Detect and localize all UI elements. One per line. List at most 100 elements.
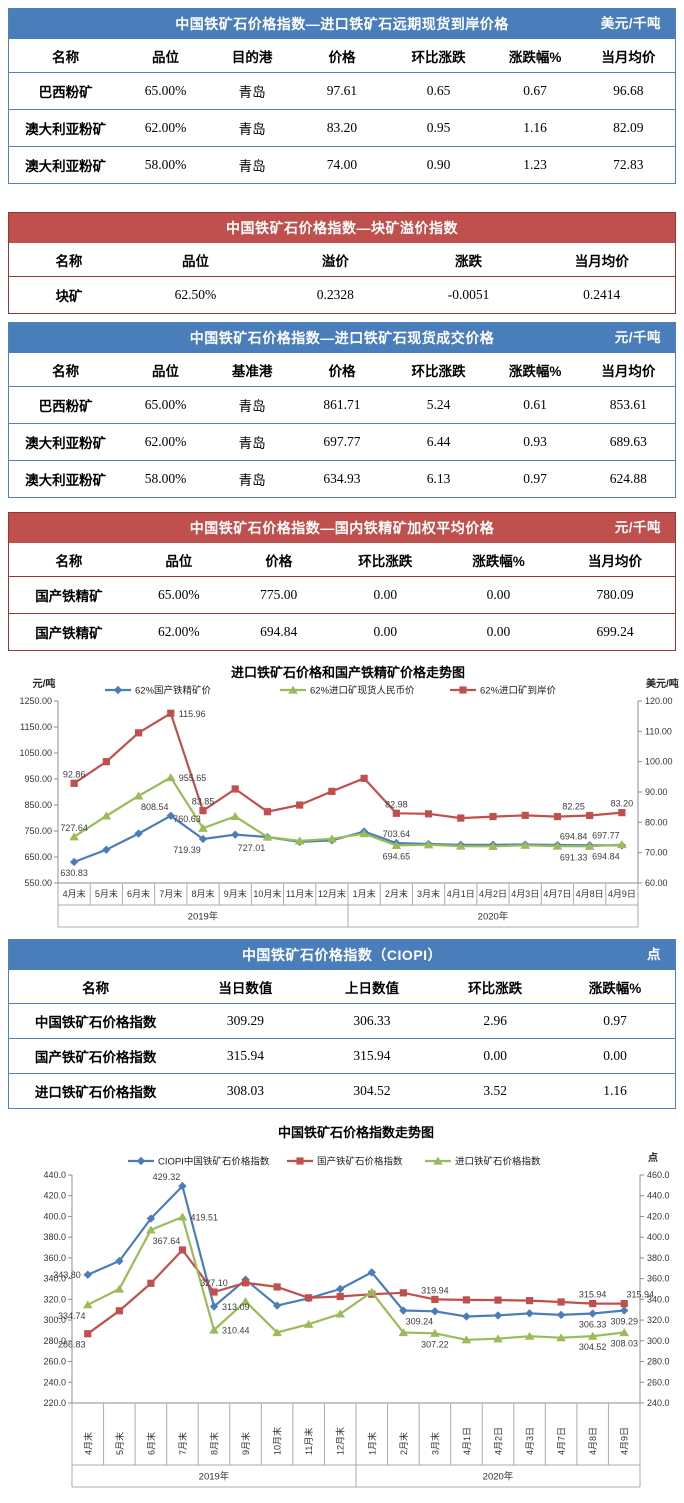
triangle-marker-icon [133,791,144,800]
value-cell: 3.52 [483,1083,507,1098]
column-header: 环比涨跌 [411,363,466,379]
column-header: 品位 [152,363,179,379]
x-axis-category-label: 1月末 [353,888,376,899]
x-axis-year-label: 2020年 [483,1471,514,1483]
triangle-marker-icon [69,832,79,841]
triangle-marker-icon [556,1333,566,1342]
right-axis-tick-label: 100.00 [645,757,673,767]
column-header: 名称 [52,49,80,65]
triangle-marker-icon [366,1287,377,1296]
square-marker-icon [210,1288,218,1296]
diamond-marker-icon [588,1309,597,1318]
legend-item-label: 62%国产铁精矿价 [135,685,212,697]
column-header: 环比涨跌 [411,49,466,65]
data-point-label: 727.64 [60,823,88,833]
triangle-marker-icon [391,840,402,849]
left-axis-tick-label: 300.0 [43,1315,66,1325]
table-row: 国产铁精矿 62.00% 694.84 0.00 0.00 699.24 [9,614,675,651]
chart-ciopi-index-trend: 中国铁矿石价格指数走势图点 220.0 240.0 260.0 280.0 300.0 32… [0,1119,684,1493]
data-point-label: 343.80 [53,1270,81,1280]
triangle-marker-icon [520,840,531,849]
value-cell: 58.00% [144,157,187,172]
value-cell: 83.20 [326,120,358,135]
value-cell: 0.67 [523,83,547,98]
triangle-marker-icon [430,1328,440,1337]
data-point-label: 83.85 [192,797,215,807]
x-axis-category-label: 2月末 [398,1432,409,1455]
table-title: 中国铁矿石价格指数—块矿溢价指数 [226,220,458,236]
x-axis-category-label: 4月8日 [576,889,604,899]
right-axis-tick-label: 60.00 [645,878,668,888]
value-cell: 697.77 [323,434,361,449]
x-axis-category-label: 7月末 [159,888,182,899]
square-marker-icon [263,808,272,816]
data-point-label: 760.63 [173,814,201,824]
column-header: 品位 [181,253,209,269]
legend-item-label: 62%进口矿现货人民币价 [310,685,415,697]
right-axis-tick-label: 440.0 [647,1191,670,1201]
value-cell: 0.93 [523,434,547,449]
right-axis-tick-label: 320.0 [647,1315,670,1325]
table-lump-premium: 中国铁矿石价格指数—块矿溢价指数 名称 品位 溢价 涨跌 当月均价 块矿 62.50% 0.2… [8,212,676,314]
data-table: 名称 品位 基准港 价格 环比涨跌 涨跌幅% 当月均价 巴西粉矿 65.00% 青岛 861.71 5… [9,353,675,497]
table-title-bar: 中国铁矿石价格指数—块矿溢价指数 [9,213,675,243]
triangle-marker-icon [198,823,208,832]
diamond-marker-icon [69,857,79,867]
square-marker-icon [489,812,497,821]
value-cell: 315.94 [226,1048,264,1063]
x-axis-category-label: 4月末 [63,888,86,899]
square-marker-icon [424,810,433,818]
left-axis-tick-label: 650.00 [24,852,52,862]
triangle-marker-icon [335,1309,346,1318]
square-marker-icon [457,814,465,822]
value-cell: 5.24 [426,397,451,412]
chart-import-vs-domestic-price-trend: 进口铁矿石价格和国产铁精矿价格走势图 元/吨 美元/吨 550.00 650.00 750… [0,661,684,933]
x-axis-category-label: 1月末 [366,1432,377,1455]
data-table: 名称 当日数值 上日数值 环比涨跌 涨跌幅% 中国铁矿石价格指数 309.29 306.33 2… [9,970,675,1108]
data-point-label: 703.64 [383,829,411,839]
data-point-label: 808.54 [141,802,169,812]
x-axis-year-label: 2020年 [478,911,509,923]
value-cell: 1.23 [523,157,547,172]
triangle-marker-icon [398,1328,409,1337]
table-title-bar: 中国铁矿石价格指数—进口铁矿石远期现货到岸价格 美元/千吨 [9,9,675,39]
chart-series [69,773,627,850]
x-axis-category-label: 12月末 [318,888,346,899]
table-unit: 点 [647,947,661,962]
value-cell: 689.63 [609,434,647,449]
square-marker-icon [618,809,626,817]
triangle-marker-icon [101,811,112,820]
data-point-label: 727.01 [238,843,266,853]
diamond-marker-icon [178,1181,187,1191]
table-row: 国产铁矿石价格指数 315.94 315.94 0.00 0.00 [9,1039,675,1074]
value-cell: 6.13 [426,471,451,486]
column-header: 环比涨跌 [358,553,413,569]
value-cell: 2.96 [483,1013,507,1028]
left-axis-tick-label: 440.0 [43,1170,66,1180]
right-axis-tick-label: 420.0 [647,1211,670,1221]
right-axis-tick-label: 340.0 [647,1294,670,1304]
value-cell: 0.65 [426,83,451,98]
table-row: 澳大利亚粉矿 58.00% 青岛 634.93 6.13 0.97 624.88 [9,461,675,498]
value-cell: 65.00% [158,587,200,602]
square-marker-icon [553,812,562,821]
triangle-marker-icon [423,840,434,849]
value-cell: 853.61 [609,397,647,412]
triangle-marker-icon [209,1325,219,1334]
data-point-label: 694.84 [592,851,620,861]
square-marker-icon [392,809,400,817]
row-name-cell: 国产铁精矿 [35,626,103,641]
left-axis-unit: 元/吨 [33,677,56,690]
chart-series [82,1212,630,1344]
triangle-marker-icon [461,1335,472,1344]
data-point-label: 306.33 [579,1320,607,1330]
right-axis-tick-label: 380.0 [647,1253,670,1263]
header-row: 名称 品位 价格 环比涨跌 涨跌幅% 当月均价 [9,543,675,577]
x-axis-category-label: 3月末 [417,888,440,899]
diamond-marker-icon [83,1270,92,1279]
triangle-marker-icon [619,1328,630,1337]
diamond-marker-icon [399,1306,408,1315]
triangle-marker-icon [433,1156,443,1165]
value-cell: 62.50% [174,287,217,302]
